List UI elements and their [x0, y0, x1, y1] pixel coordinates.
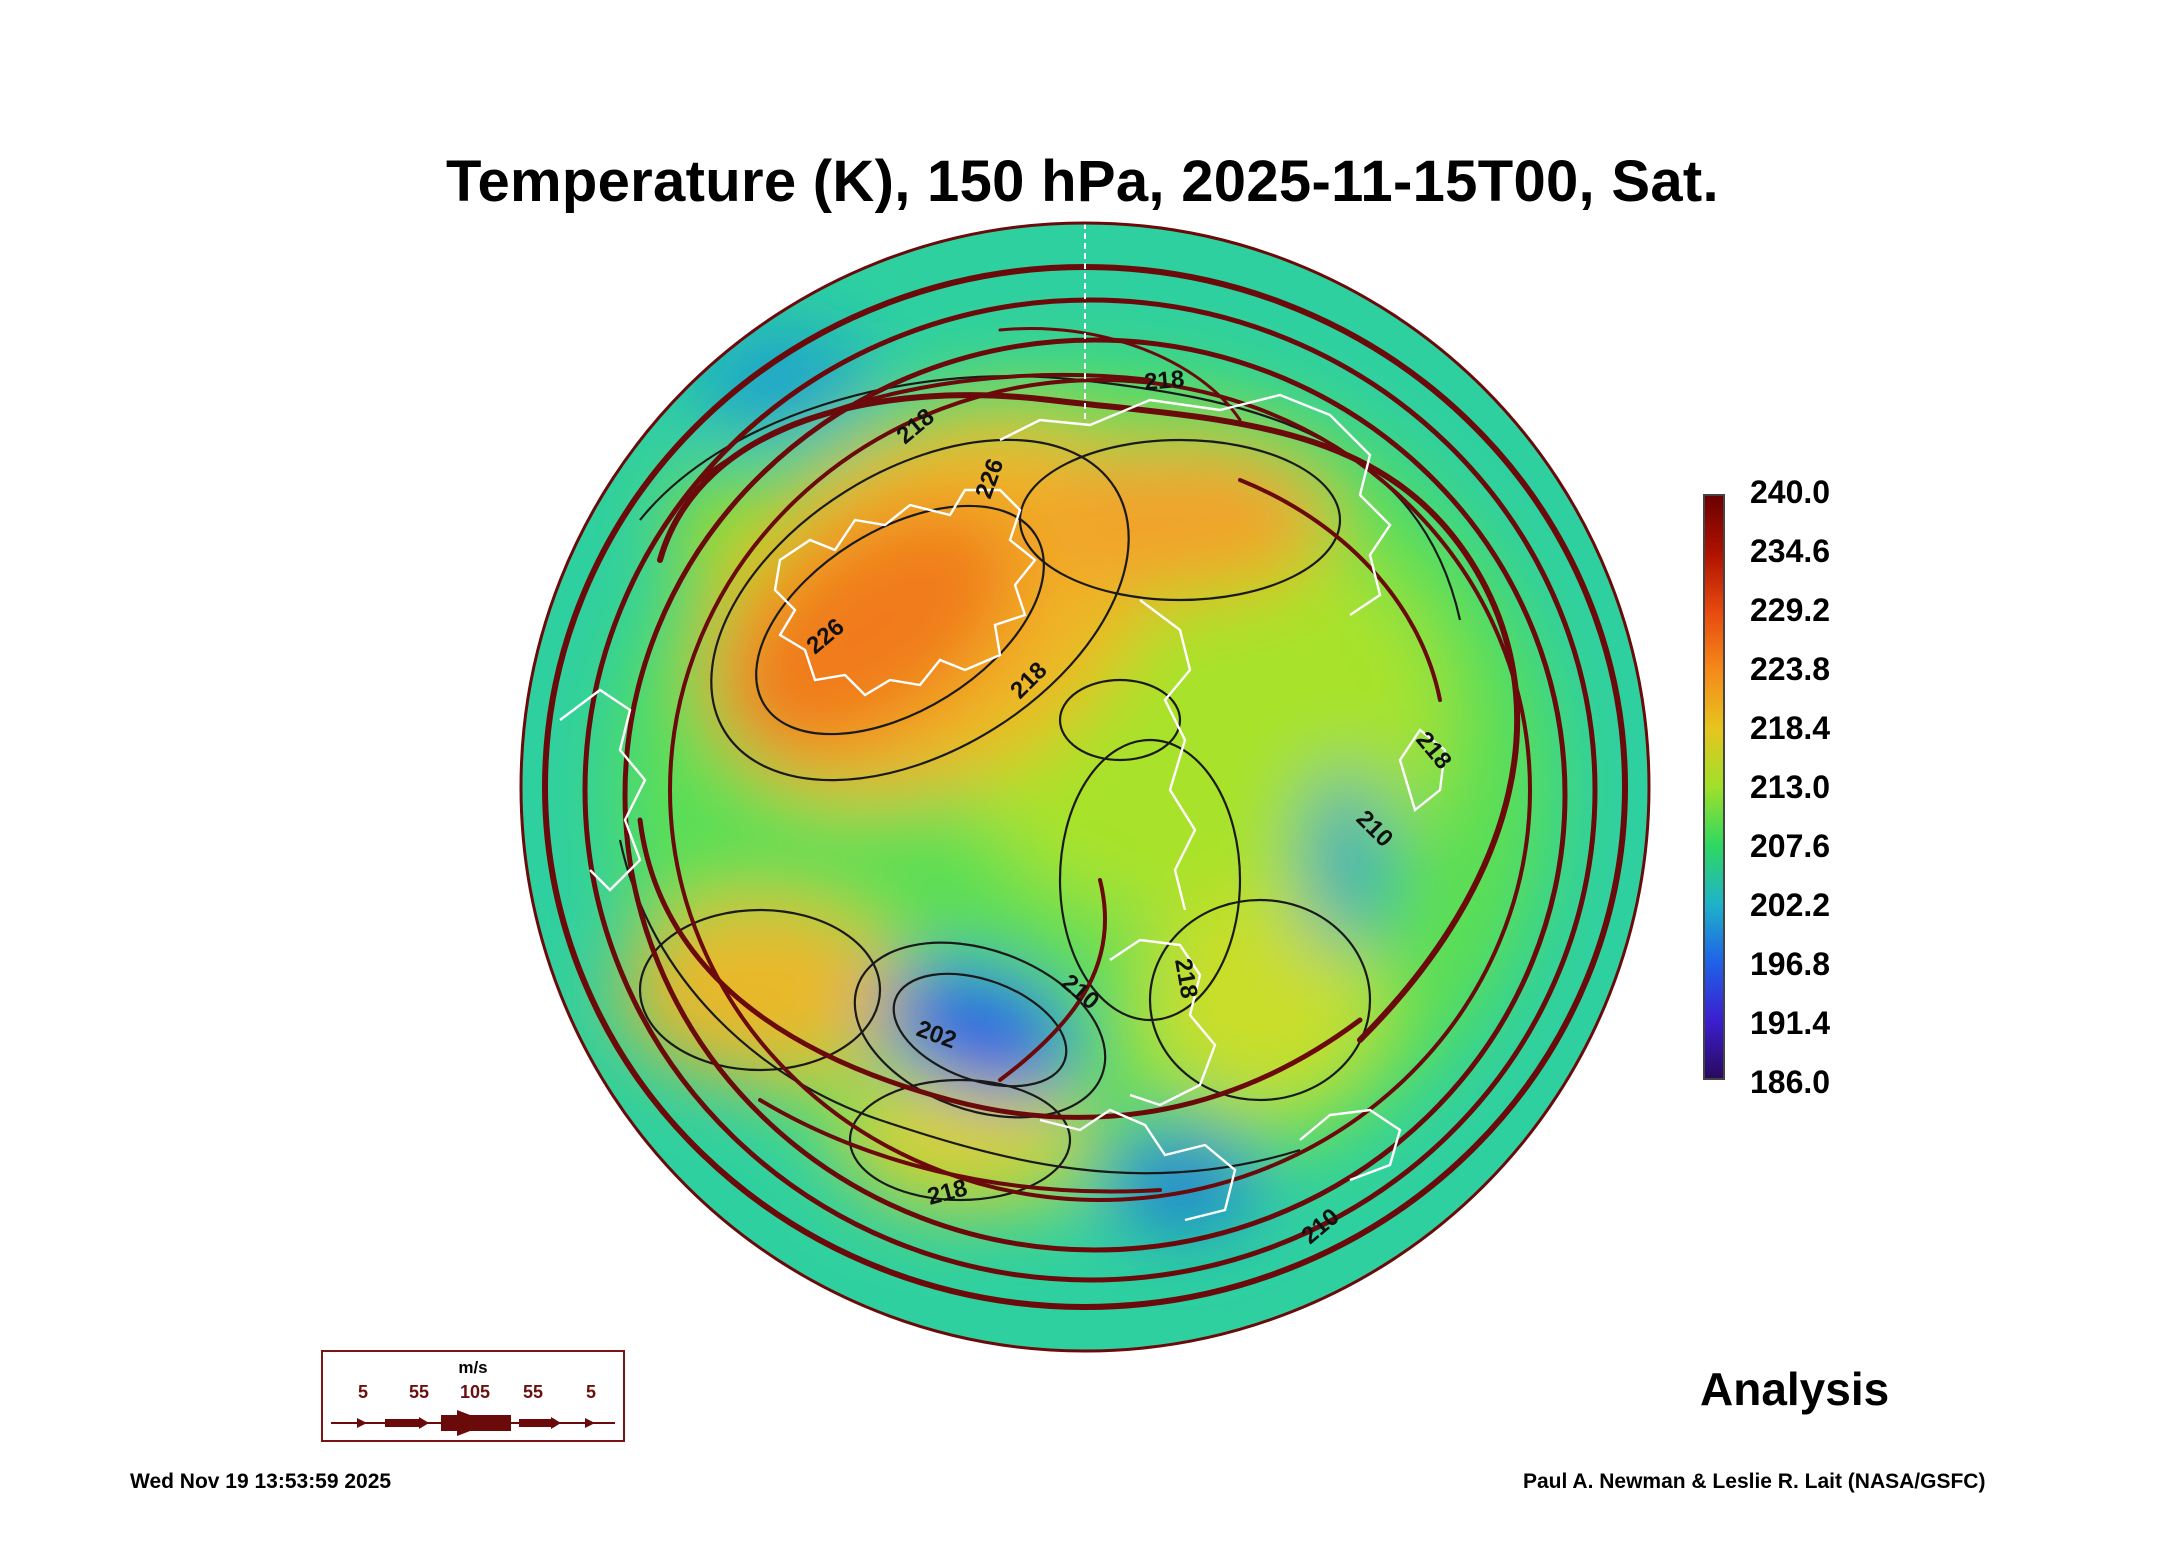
wind-key-label: 5 [357, 1382, 369, 1402]
panel-label: Analysis [1700, 1363, 1890, 1415]
colorbar-tick-label: 207.6 [1750, 828, 1831, 864]
wind-key-label: 55 [522, 1382, 544, 1402]
colorbar [1703, 494, 1725, 1080]
wind-key-arrow [331, 1410, 615, 1436]
colorbar-tick-label: 213.0 [1750, 769, 1831, 805]
wind-key-label: 5 [585, 1382, 597, 1402]
colorbar-tick-label: 234.6 [1750, 533, 1831, 569]
colorbar-tick-label: 191.4 [1750, 1005, 1831, 1041]
coastlines [559, 393, 1447, 1222]
colorbar-tick-label: 186.0 [1750, 1064, 1831, 1100]
wind-key-label: 55 [408, 1382, 430, 1402]
wind-streamlines [542, 264, 1628, 1310]
colorbar-tick-label: 240.0 [1750, 474, 1831, 510]
colorbar-tick-label: 229.2 [1750, 592, 1831, 628]
footer-timestamp: Wed Nov 19 13:53:59 2025 [130, 1470, 392, 1493]
wind-key-label: 105 [459, 1382, 491, 1402]
contour-label: 218 [1143, 366, 1185, 396]
map-title: Temperature (K), 150 hPa, 2025-11-15T00,… [446, 149, 1719, 214]
footer-credit: Paul A. Newman & Leslie R. Lait (NASA/GS… [1523, 1470, 1986, 1493]
wind-key-unit: m/s [458, 1358, 488, 1377]
colorbar-tick-label: 218.4 [1750, 710, 1831, 746]
colorbar-tick-label: 202.2 [1750, 887, 1831, 923]
colorbar-tick-label: 196.8 [1750, 946, 1831, 982]
colorbar-tick-label: 223.8 [1750, 651, 1831, 687]
wind-speed-key: m/s 5 55 105 55 5 [321, 1350, 625, 1442]
temperature-field: 226 226 218 218 218 210 218 210 202 218 … [521, 223, 1649, 1351]
